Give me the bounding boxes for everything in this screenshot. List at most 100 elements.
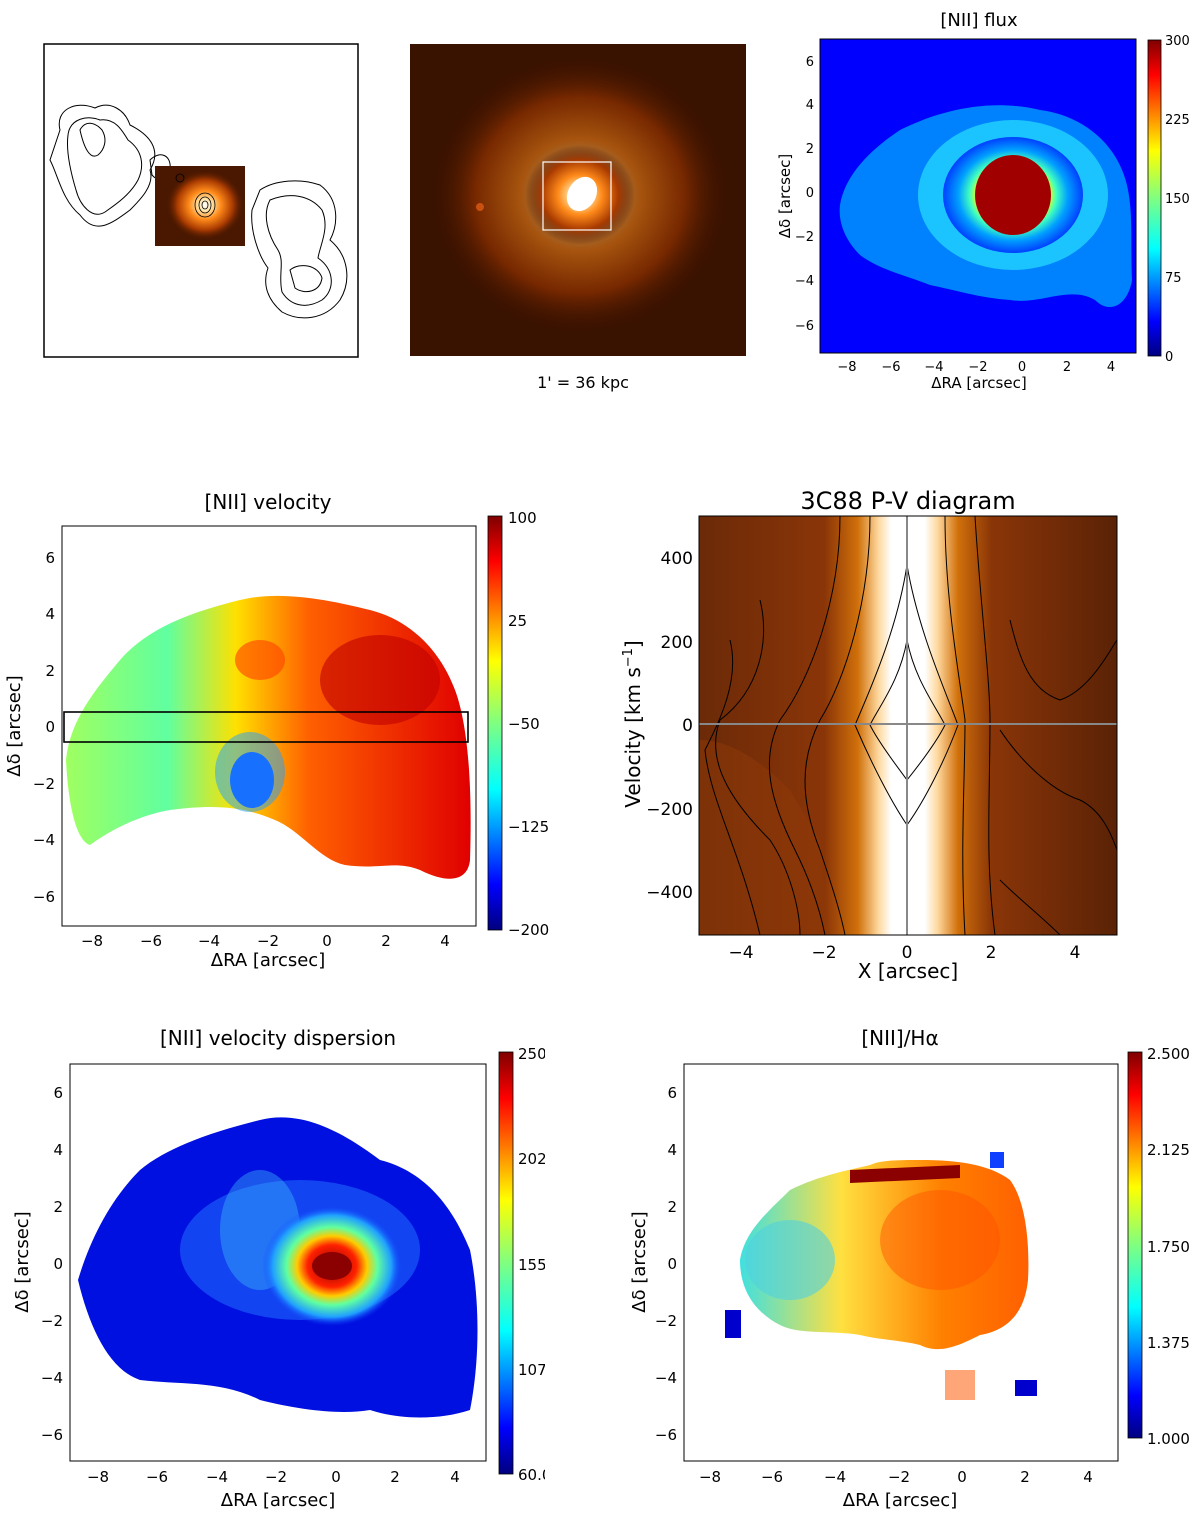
- y-tick-label: 400: [661, 549, 693, 569]
- y-tick-label: 0: [682, 716, 693, 736]
- ratio-title: [NII]/Hα: [861, 1026, 938, 1050]
- field-star: [476, 203, 484, 211]
- x-tick-label: 2: [381, 932, 391, 950]
- y-tick-label: −6: [33, 888, 55, 906]
- colorbar-tick-label: 150: [1165, 192, 1190, 207]
- colorbar-tick-label: 225: [1165, 113, 1190, 128]
- x-tick-label: 0: [902, 943, 913, 963]
- pv-ylabel-main: Velocity [km s: [621, 667, 645, 807]
- x-tick-label: 0: [1018, 360, 1026, 375]
- y-tick-label: 0: [45, 718, 55, 736]
- y-tick-label: −6: [41, 1426, 63, 1444]
- pv-contours: [704, 515, 1118, 936]
- y-tick-label: 200: [661, 633, 693, 653]
- galaxy-core: [566, 176, 598, 212]
- dispersion-y-ticks: 6 4 2 0 −2 −4 −6: [41, 1084, 63, 1444]
- velocity-colorbar-ticks: 100 25 −50 −125 −200: [508, 509, 549, 939]
- y-tick-label: 4: [806, 98, 814, 113]
- colorbar-tick-label: 25: [508, 612, 527, 630]
- x-tick-label: −2: [257, 932, 279, 950]
- dispersion-ylabel: Δδ [arcsec]: [12, 1211, 33, 1312]
- flux-title: [NII] flux: [940, 10, 1018, 31]
- flux-colorbar-ticks: 300 225 150 75 0: [1165, 34, 1190, 365]
- x-tick-label: −8: [699, 1468, 721, 1486]
- ratio-y-ticks: 6 4 2 0 −2 −4 −6: [655, 1084, 677, 1444]
- x-tick-label: −6: [761, 1468, 783, 1486]
- velocity-panel: [NII] velocity −8 −6 −4 −2 0 2 4 6 4 2 0…: [4, 490, 549, 971]
- y-tick-label: 4: [667, 1141, 677, 1159]
- x-tick-label: −8: [81, 932, 103, 950]
- radio-contour-panel: [43, 43, 359, 358]
- y-tick-label: 2: [53, 1198, 63, 1216]
- x-tick-label: −4: [728, 943, 753, 963]
- y-tick-label: 6: [667, 1084, 677, 1102]
- ratio-panel: [NII]/Hα −8 −6 −4 −2 0 2 4 6 4 2 0 −2 −4…: [629, 1026, 1190, 1511]
- x-tick-label: −2: [811, 943, 836, 963]
- scale-caption: 1' = 36 kpc: [537, 373, 629, 392]
- x-tick-label: 0: [957, 1468, 967, 1486]
- x-tick-label: 4: [1107, 360, 1115, 375]
- pv-slit-box: [63, 711, 469, 743]
- colorbar-tick-label: 300: [1165, 34, 1190, 49]
- colorbar-tick-label: 2.500: [1147, 1045, 1190, 1063]
- x-tick-label: −2: [968, 360, 987, 375]
- dispersion-x-ticks: −8 −6 −4 −2 0 2 4: [87, 1468, 460, 1486]
- ratio-colorbar: [1127, 1051, 1143, 1439]
- y-tick-label: 0: [53, 1255, 63, 1273]
- velocity-x-ticks: −8 −6 −4 −2 0 2 4: [81, 932, 450, 950]
- x-tick-label: −4: [198, 932, 220, 950]
- dispersion-panel: [NII] velocity dispersion −8 −6 −4 −2 0 …: [12, 1026, 561, 1511]
- velocity-colorbar: [487, 515, 503, 931]
- y-tick-label: 0: [667, 1255, 677, 1273]
- dispersion-xlabel: ΔRA [arcsec]: [221, 1490, 335, 1511]
- x-tick-label: −6: [881, 360, 900, 375]
- y-tick-label: 4: [45, 605, 55, 623]
- colorbar-tick-label: −200: [508, 921, 549, 939]
- x-tick-label: 0: [322, 932, 332, 950]
- x-tick-label: 2: [1020, 1468, 1030, 1486]
- pv-title: 3C88 P-V diagram: [800, 487, 1015, 515]
- y-tick-label: 0: [806, 186, 814, 201]
- x-tick-label: 2: [986, 943, 997, 963]
- flux-y-ticks: 6 4 2 0 −2 −4 −6: [795, 55, 814, 334]
- x-tick-label: 4: [1070, 943, 1081, 963]
- y-tick-label: −4: [41, 1369, 63, 1387]
- y-tick-label: −4: [795, 274, 814, 289]
- velocity-y-ticks: 6 4 2 0 −2 −4 −6: [33, 549, 55, 906]
- ratio-colorbar-ticks: 2.500 2.125 1.750 1.375 1.000: [1147, 1045, 1190, 1448]
- y-tick-label: 6: [45, 549, 55, 567]
- x-tick-label: 0: [331, 1468, 341, 1486]
- x-tick-label: 2: [390, 1468, 400, 1486]
- x-tick-label: −4: [924, 360, 943, 375]
- colorbar-tick-label: 2.125: [1147, 1141, 1190, 1159]
- x-tick-label: −2: [265, 1468, 287, 1486]
- x-tick-label: −8: [837, 360, 856, 375]
- ratio-x-ticks: −8 −6 −4 −2 0 2 4: [699, 1468, 1093, 1486]
- pv-y-ticks: 400 200 0 −200 −400: [646, 549, 693, 903]
- x-tick-label: −2: [888, 1468, 910, 1486]
- y-tick-label: 2: [806, 142, 814, 157]
- x-tick-label: −6: [140, 932, 162, 950]
- velocity-ylabel: Δδ [arcsec]: [4, 675, 25, 776]
- y-tick-label: 2: [667, 1198, 677, 1216]
- y-tick-label: 6: [53, 1084, 63, 1102]
- x-tick-label: 4: [1083, 1468, 1093, 1486]
- x-tick-label: 2: [1063, 360, 1071, 375]
- x-tick-label: −4: [206, 1468, 228, 1486]
- colorbar-tick-label: 75: [1165, 271, 1182, 286]
- ifu-field-box: [542, 161, 612, 231]
- ratio-xlabel: ΔRA [arcsec]: [843, 1490, 957, 1511]
- y-tick-label: 2: [45, 662, 55, 680]
- y-tick-label: −2: [795, 230, 814, 245]
- colorbar-tick-label: 60.0: [518, 1466, 551, 1484]
- pv-ylabel: Velocity [km s−1]: [621, 640, 645, 807]
- colorbar-tick-label: 1.000: [1147, 1430, 1190, 1448]
- pv-ylabel-sup: −1: [621, 648, 636, 667]
- flux-panel: [NII] flux −8 −6 −4 −2 0 2 4 6 4 2 0 −2 …: [776, 10, 1190, 392]
- pv-panel: 3C88 P-V diagram −4 −2 0 2 4 400: [621, 487, 1118, 983]
- y-tick-label: 4: [53, 1141, 63, 1159]
- dispersion-title: [NII] velocity dispersion: [160, 1026, 396, 1050]
- x-tick-label: 4: [450, 1468, 460, 1486]
- ratio-ylabel: Δδ [arcsec]: [629, 1211, 650, 1312]
- y-tick-label: −2: [655, 1312, 677, 1330]
